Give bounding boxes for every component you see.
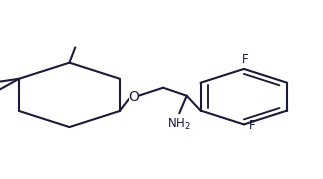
Text: O: O [129,90,140,104]
Text: F: F [242,53,249,66]
Text: NH$_2$: NH$_2$ [167,117,191,132]
Text: F: F [249,119,255,132]
